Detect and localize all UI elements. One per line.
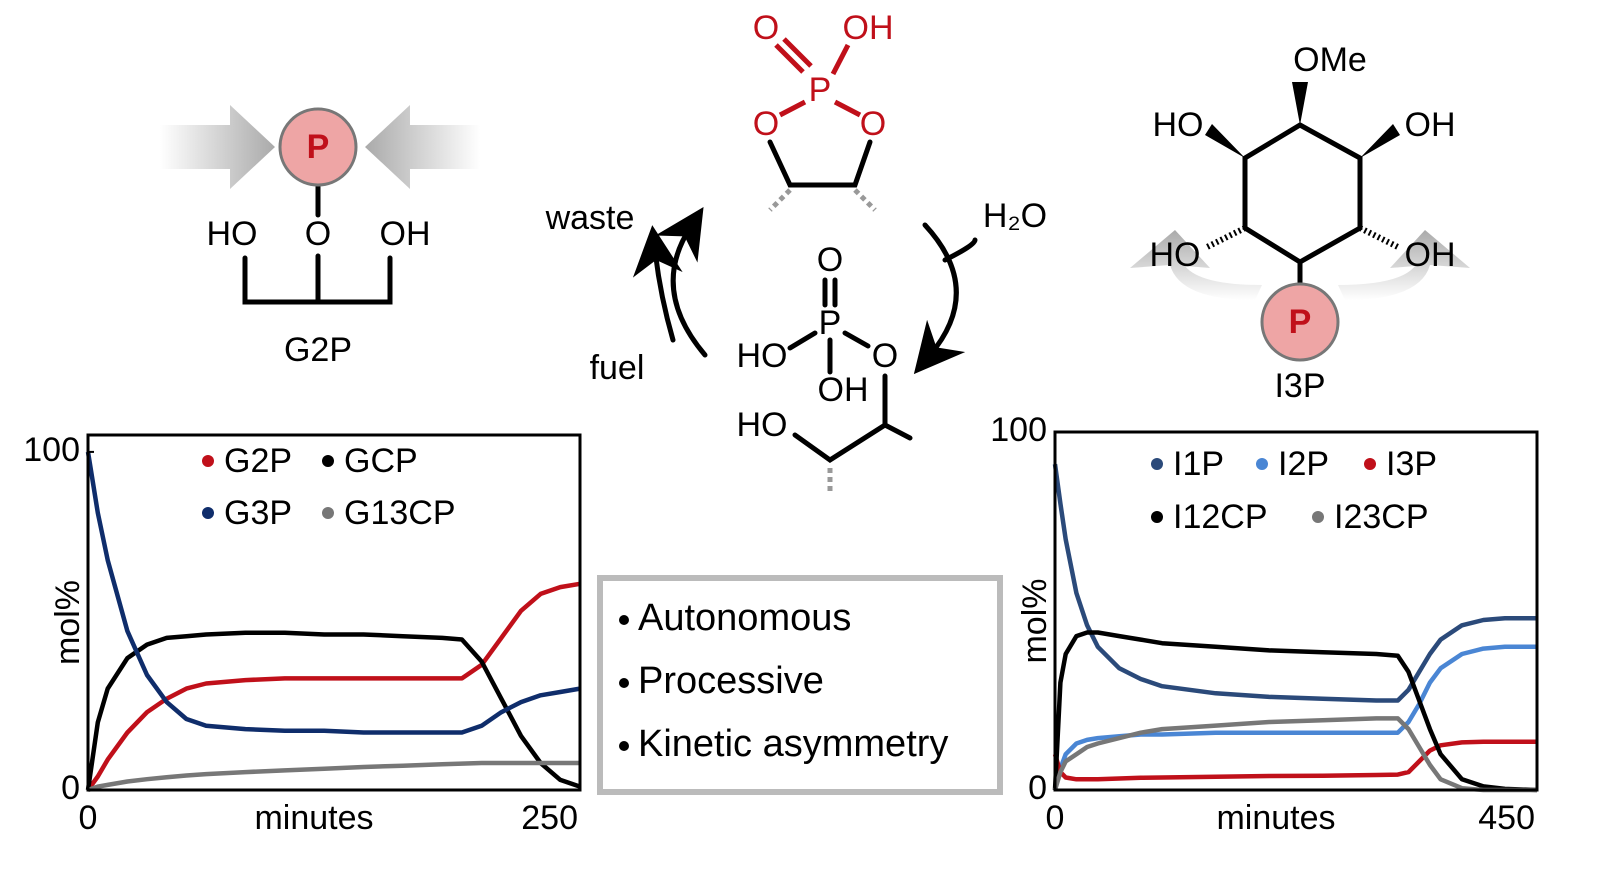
cycle-label: H₂O xyxy=(983,197,1047,235)
series-line xyxy=(87,760,580,793)
legend-marker xyxy=(1256,458,1268,470)
atom: OH xyxy=(1405,236,1456,274)
atom: P xyxy=(809,71,832,109)
arrow xyxy=(632,225,683,343)
phosphate-circle xyxy=(1260,282,1340,362)
legend-label: G3P xyxy=(224,494,292,532)
atom: O xyxy=(860,105,886,143)
series-line xyxy=(1052,644,1537,791)
atom: O xyxy=(753,105,779,143)
legend-marker xyxy=(1364,458,1376,470)
y-tick-label: 0 xyxy=(1028,769,1047,807)
legend-label: G2P xyxy=(224,442,292,480)
x-axis-label: minutes xyxy=(254,799,373,837)
hash xyxy=(1203,225,1402,251)
feature: Autonomous xyxy=(638,597,851,639)
feature: Processive xyxy=(638,660,824,702)
legend-label: I2P xyxy=(1278,445,1329,483)
x-tick-label: 0 xyxy=(1046,799,1065,837)
bullet xyxy=(619,741,629,751)
legend-label: I1P xyxy=(1173,445,1224,483)
i3p-structure: OMe HO OH HO OH P I3P xyxy=(1130,41,1470,405)
legend-marker xyxy=(322,507,334,519)
arrow xyxy=(942,237,978,263)
legend-label: GCP xyxy=(344,442,418,480)
phosphate-label: P xyxy=(307,128,330,166)
stub xyxy=(768,188,877,212)
cycle-label: waste xyxy=(545,199,635,237)
atom: HO xyxy=(207,215,258,253)
legend-label: I12CP xyxy=(1173,498,1268,536)
y-tick-label: 100 xyxy=(990,411,1047,449)
ring xyxy=(767,139,873,188)
y-tick-label: 0 xyxy=(61,769,80,807)
arrow xyxy=(160,105,275,189)
atom: O xyxy=(872,337,898,375)
ring xyxy=(1242,122,1363,293)
box xyxy=(597,575,1003,795)
legend-marker xyxy=(202,507,214,519)
legend-marker xyxy=(1151,511,1163,523)
x-tick-label: 450 xyxy=(1478,799,1535,837)
atom: OMe xyxy=(1293,41,1367,79)
atom: O xyxy=(753,9,779,47)
atom: HO xyxy=(1150,236,1201,274)
arrow xyxy=(1338,230,1470,300)
arrow xyxy=(913,222,966,375)
atom: HO xyxy=(737,406,788,444)
legend-label: I23CP xyxy=(1334,498,1429,536)
compound-name: G2P xyxy=(284,331,352,369)
legend-label: G13CP xyxy=(344,494,456,532)
y-axis-label: mol% xyxy=(1016,578,1054,663)
compound-name: I3P xyxy=(1274,367,1325,405)
legend-marker xyxy=(1312,511,1324,523)
series-line xyxy=(1052,630,1538,793)
cycle: waste fuel H₂O xyxy=(545,197,1048,387)
legend-marker xyxy=(202,455,214,467)
series-line xyxy=(85,630,581,791)
series-line xyxy=(86,581,581,792)
g2p-structure: P HO O OH G2P xyxy=(160,105,480,369)
y-axis-label: mol% xyxy=(49,580,87,665)
x-tick-label: 250 xyxy=(521,799,578,837)
x-tick-label: 0 xyxy=(79,799,98,837)
bullet xyxy=(619,615,629,625)
cyclic-phosphate: O OH P O O xyxy=(753,9,894,212)
series-line xyxy=(85,451,581,735)
arrow xyxy=(655,206,708,358)
atom: HO xyxy=(1153,106,1204,144)
atom: OH xyxy=(843,9,894,47)
phosphate-label: P xyxy=(1289,303,1312,341)
legend-marker xyxy=(1151,458,1163,470)
feature: Kinetic asymmetry xyxy=(638,723,948,765)
atom: O xyxy=(817,241,843,279)
x-axis-label: minutes xyxy=(1216,799,1335,837)
atom: OH xyxy=(818,371,869,409)
y-tick-label: 100 xyxy=(23,431,80,469)
legend-label: I3P xyxy=(1386,445,1437,483)
bond xyxy=(774,37,862,118)
plot-frame xyxy=(86,433,582,792)
plot-frame xyxy=(1053,430,1539,792)
features-box: Autonomous Processive Kinetic asymmetry xyxy=(597,575,1003,795)
legend-marker xyxy=(322,455,334,467)
atom: O xyxy=(305,215,331,253)
bullet xyxy=(619,678,629,688)
series-line xyxy=(1052,463,1537,703)
cycle-label: fuel xyxy=(590,349,645,387)
wedge xyxy=(1205,82,1400,158)
series-line xyxy=(1052,716,1537,793)
atom: HO xyxy=(737,337,788,375)
phosphate-circle xyxy=(278,107,358,187)
atom: OH xyxy=(380,215,431,253)
hydrolyzed-phosphate: O P HO O OH HO xyxy=(737,241,913,495)
skeleton xyxy=(242,253,393,305)
atom: P xyxy=(819,304,842,342)
series-line xyxy=(1052,739,1537,782)
bond xyxy=(787,277,913,464)
atom: OH xyxy=(1405,106,1456,144)
arrow xyxy=(1130,230,1262,300)
arrow xyxy=(365,105,480,189)
